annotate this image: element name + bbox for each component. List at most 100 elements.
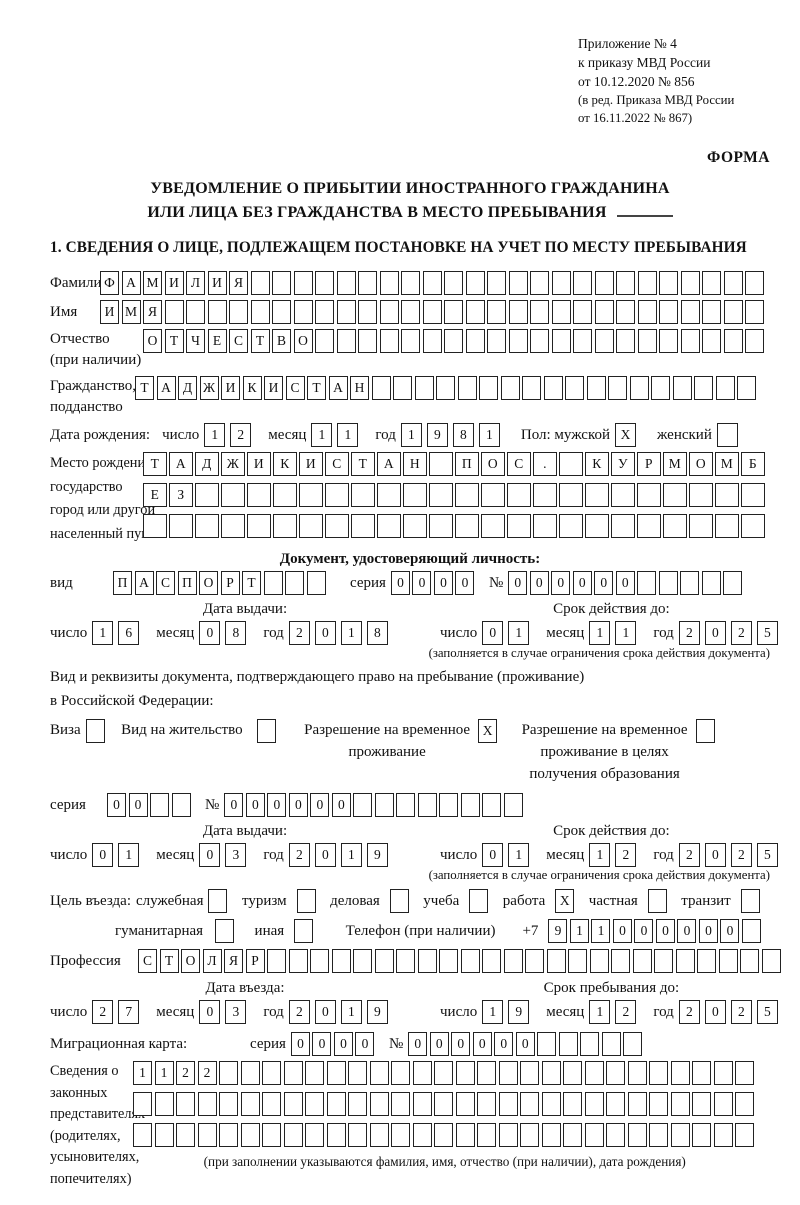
char-box[interactable]: 0	[704, 1000, 726, 1024]
char-box[interactable]	[565, 376, 584, 400]
char-box[interactable]	[589, 949, 609, 973]
char-box[interactable]: 0	[515, 1032, 535, 1056]
char-box[interactable]: У	[611, 452, 635, 476]
char-box[interactable]	[429, 514, 453, 538]
char-box[interactable]	[310, 949, 329, 973]
char-box[interactable]: Р	[637, 452, 661, 476]
char-box[interactable]: 0	[412, 571, 432, 595]
char-box[interactable]: 1	[340, 1000, 362, 1024]
char-box[interactable]: 0	[288, 793, 308, 817]
char-box[interactable]: С	[285, 376, 305, 400]
char-box[interactable]	[439, 793, 459, 817]
char-box[interactable]	[455, 1061, 475, 1085]
char-box[interactable]	[508, 300, 528, 324]
char-box[interactable]	[256, 719, 276, 743]
char-box[interactable]	[694, 376, 713, 400]
char-box[interactable]	[369, 1092, 389, 1116]
char-box[interactable]	[715, 376, 735, 400]
char-box[interactable]	[325, 483, 349, 507]
char-box[interactable]	[436, 376, 455, 400]
char-box[interactable]: О	[181, 949, 200, 973]
char-box[interactable]: О	[689, 452, 713, 476]
char-box[interactable]: Е	[143, 483, 167, 507]
char-box[interactable]: 1	[337, 423, 359, 447]
char-box[interactable]	[351, 483, 375, 507]
char-box[interactable]	[85, 719, 105, 743]
edu-permit-checkbox[interactable]	[695, 719, 718, 743]
char-box[interactable]	[331, 949, 351, 973]
char-box[interactable]	[393, 376, 412, 400]
char-box[interactable]	[262, 1123, 281, 1147]
char-box[interactable]: И	[100, 300, 119, 324]
char-box[interactable]	[723, 329, 743, 353]
char-box[interactable]	[507, 483, 531, 507]
char-box[interactable]: 8	[452, 423, 474, 447]
char-box[interactable]: 2	[615, 843, 637, 867]
char-box[interactable]: Л	[202, 949, 222, 973]
char-box[interactable]	[637, 514, 661, 538]
char-box[interactable]	[680, 300, 700, 324]
char-box[interactable]: 0	[704, 843, 726, 867]
char-box[interactable]: 0	[429, 1032, 449, 1056]
char-box[interactable]: С	[507, 452, 531, 476]
char-box[interactable]	[649, 1123, 668, 1147]
char-box[interactable]: О	[143, 329, 162, 353]
char-box[interactable]	[412, 1092, 432, 1116]
char-box[interactable]: 8	[225, 621, 247, 645]
char-box[interactable]: 8	[366, 621, 388, 645]
char-box[interactable]	[150, 793, 169, 817]
char-box[interactable]	[573, 329, 592, 353]
char-box[interactable]	[498, 1061, 518, 1085]
char-box[interactable]	[250, 300, 270, 324]
char-box[interactable]	[197, 1123, 217, 1147]
char-box[interactable]	[559, 514, 583, 538]
char-box[interactable]: Ж	[199, 376, 219, 400]
char-box[interactable]	[716, 423, 738, 447]
char-box[interactable]: 0	[508, 571, 528, 595]
char-box[interactable]	[741, 514, 765, 538]
char-box[interactable]: Т	[351, 452, 375, 476]
char-box[interactable]	[283, 1123, 303, 1147]
char-box[interactable]: С	[325, 452, 349, 476]
char-box[interactable]	[606, 1061, 625, 1085]
char-box[interactable]: 2	[678, 621, 700, 645]
char-box[interactable]	[647, 889, 667, 913]
char-box[interactable]	[658, 571, 678, 595]
char-box[interactable]: 2	[678, 843, 700, 867]
char-box[interactable]: 0	[267, 793, 287, 817]
char-box[interactable]	[741, 483, 765, 507]
char-box[interactable]	[262, 1061, 281, 1085]
char-box[interactable]: Т	[250, 329, 270, 353]
char-box[interactable]	[481, 514, 505, 538]
char-box[interactable]: О	[293, 329, 313, 353]
char-box[interactable]: Е	[207, 329, 227, 353]
char-box[interactable]	[541, 1092, 561, 1116]
temp-permit-checkbox[interactable]: X	[478, 719, 500, 743]
char-box[interactable]: М	[143, 271, 162, 295]
char-box[interactable]	[369, 1123, 389, 1147]
char-box[interactable]	[374, 949, 394, 973]
char-box[interactable]	[498, 1092, 518, 1116]
char-box[interactable]	[353, 949, 372, 973]
char-box[interactable]	[326, 1061, 346, 1085]
char-box[interactable]	[654, 949, 673, 973]
char-box[interactable]	[482, 949, 501, 973]
char-box[interactable]: 1	[589, 1000, 611, 1024]
char-box[interactable]: 0	[612, 919, 632, 943]
char-box[interactable]	[697, 949, 716, 973]
char-box[interactable]	[761, 949, 781, 973]
char-box[interactable]: А	[121, 271, 141, 295]
char-box[interactable]	[403, 514, 427, 538]
char-box[interactable]	[414, 376, 434, 400]
char-box[interactable]	[401, 271, 420, 295]
char-box[interactable]	[215, 919, 235, 943]
char-box[interactable]	[371, 376, 391, 400]
char-box[interactable]	[723, 271, 743, 295]
char-box[interactable]	[417, 949, 437, 973]
char-box[interactable]	[296, 889, 316, 913]
char-box[interactable]	[429, 452, 453, 476]
